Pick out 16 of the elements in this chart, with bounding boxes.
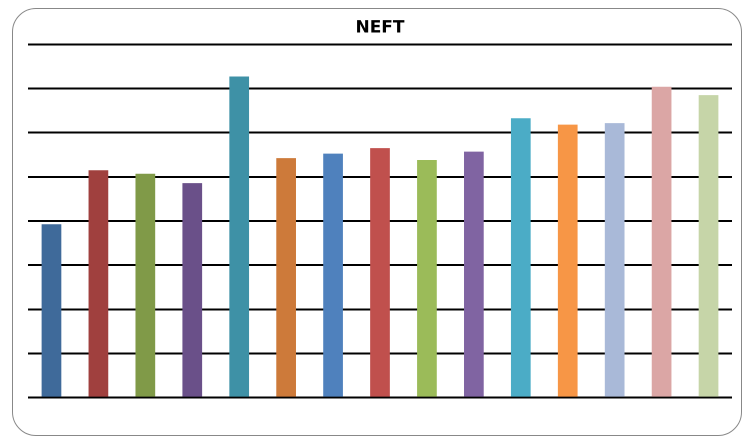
bar [417, 160, 437, 397]
bar [42, 224, 62, 397]
bar [464, 152, 484, 397]
bar [182, 183, 202, 397]
bar [652, 86, 672, 397]
bar [604, 123, 625, 397]
chart-title: NEFT [355, 18, 405, 38]
bar [229, 76, 250, 397]
bar [558, 124, 578, 397]
bar [370, 148, 390, 397]
bar [135, 174, 156, 397]
bar [323, 154, 343, 397]
bar [276, 158, 296, 397]
bar [698, 95, 718, 397]
bar [88, 170, 108, 397]
bar [510, 118, 531, 397]
